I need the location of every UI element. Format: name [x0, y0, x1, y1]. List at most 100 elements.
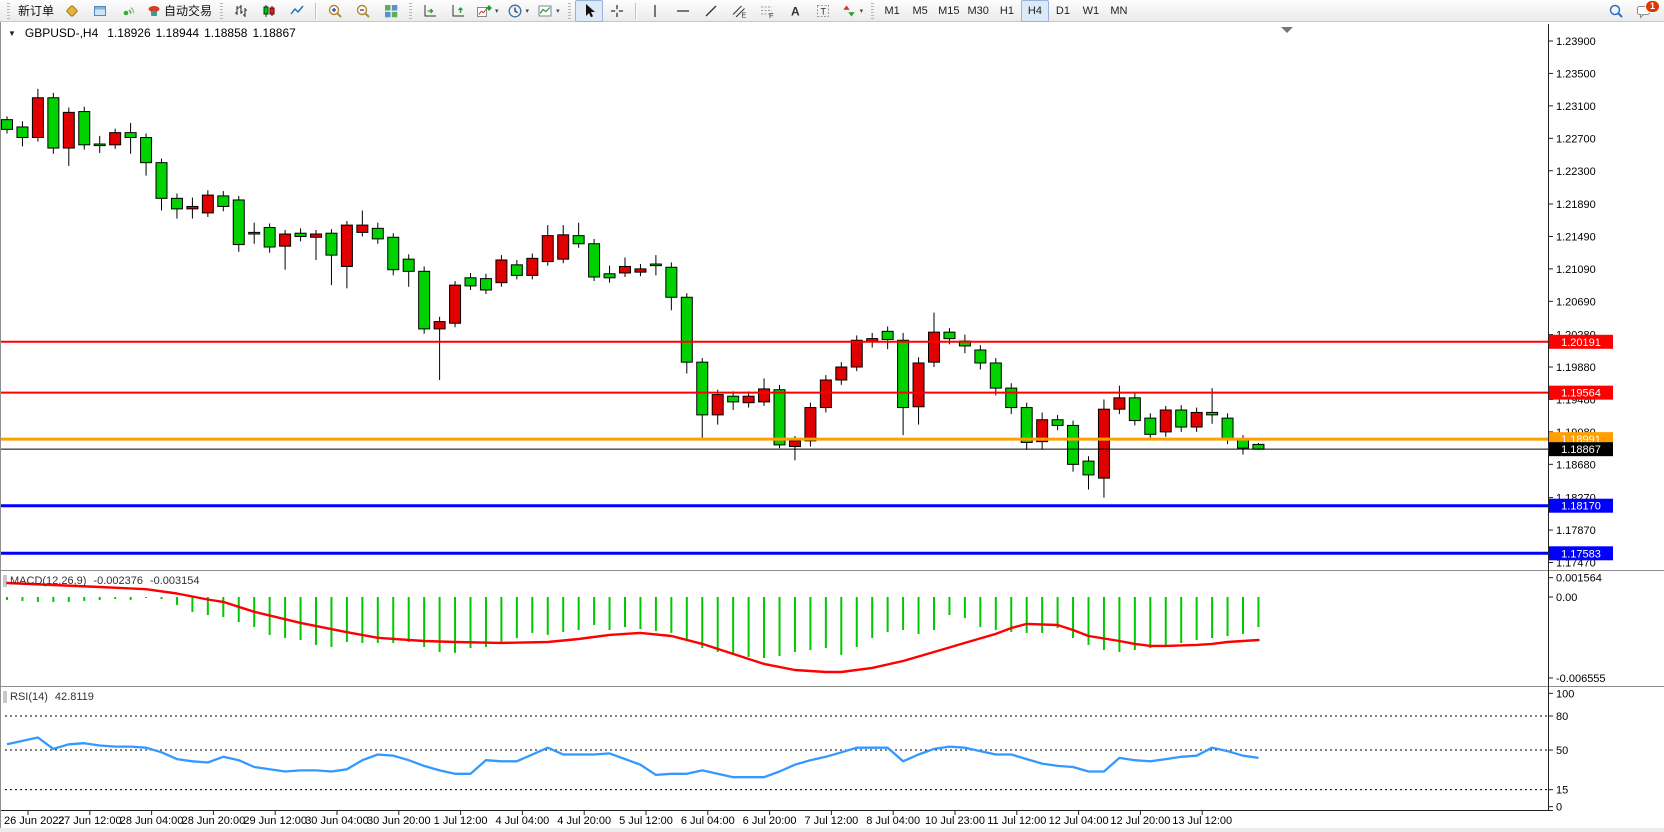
price-tick-label: 1.21090 [1556, 264, 1596, 276]
timeframe-H4-button[interactable]: H4 [1020, 0, 1049, 22]
candle-body [711, 394, 724, 416]
timeframe-label: W1 [1082, 4, 1100, 17]
tile-windows-button[interactable] [377, 0, 405, 22]
timeframe-M1-button[interactable]: M1 [878, 0, 906, 22]
rsi-tick-label: 15 [1556, 785, 1568, 797]
price-tick-label: 1.22300 [1556, 166, 1596, 178]
line-chart-button[interactable] [283, 0, 311, 22]
trendline-button[interactable] [697, 0, 725, 22]
candle-body [1097, 408, 1110, 479]
svg-text:F: F [769, 11, 774, 19]
hline-price-label: 1.18170 [1561, 501, 1601, 513]
text-button[interactable]: A [781, 0, 809, 22]
notifications-button[interactable]: 1 [1630, 0, 1660, 22]
price-tick-label: 1.20690 [1556, 296, 1596, 308]
time-tick-label: 27 Jun 12:00 [58, 815, 122, 827]
candle-body [186, 205, 199, 210]
add-indicator-icon [477, 5, 492, 17]
bar-chart-button[interactable] [227, 0, 255, 22]
time-tick-label: 11 Jul 12:00 [987, 815, 1046, 827]
text-a-icon: A [791, 4, 800, 18]
chevron-down-icon: ▾ [859, 7, 864, 15]
time-tick-label: 29 Jun 12:00 [243, 815, 307, 827]
timeframe-label: M15 [938, 4, 960, 17]
time-tick-label: 6 Jul 04:00 [681, 815, 735, 827]
candle-body [788, 440, 801, 447]
price-tick-label: 1.17470 [1556, 557, 1596, 569]
cursor-button[interactable] [574, 0, 603, 22]
time-tick-label: 28 Jun 20:00 [182, 815, 246, 827]
macd-tick-label: 0.00 [1556, 592, 1577, 604]
signals-button[interactable] [114, 0, 142, 22]
time-tick-label: 1 Jul 12:00 [434, 815, 488, 827]
horizontal-line-button[interactable] [669, 0, 697, 22]
candles-icon [263, 4, 275, 17]
autotrading-button[interactable]: 自动交易 [142, 0, 216, 22]
text-label-button[interactable]: T [809, 0, 837, 22]
vertical-line-button[interactable] [641, 0, 669, 22]
timeframe-label: M1 [884, 4, 900, 17]
timeframe-H1-button[interactable]: H1 [993, 0, 1021, 22]
time-tick-label: 13 Jul 12:00 [1172, 815, 1232, 827]
toolbar-separator [315, 2, 318, 19]
time-tick-label: 12 Jul 04:00 [1049, 815, 1109, 827]
candle-body [201, 194, 214, 214]
candle-body [433, 321, 446, 330]
toolbar: 新订单 自动交易 ▾ ▾ ▾ E F A T ▾ M1 M5 M15 M30 H1 H4 D1 W1 MN 1 [0, 0, 1664, 22]
candle-body [170, 197, 183, 210]
zoom-in-icon [328, 4, 342, 18]
template-icon [538, 5, 552, 16]
channel-button[interactable]: E [725, 0, 753, 22]
timeframe-M30-button[interactable]: M30 [964, 0, 993, 22]
candle-body [850, 339, 863, 368]
candle-body [1206, 411, 1219, 416]
arrows-button[interactable]: ▾ [837, 0, 868, 22]
rsi-tick-label: 50 [1556, 745, 1568, 757]
candle-body [263, 227, 276, 248]
cursor-icon [585, 3, 595, 17]
timeframe-M5-button[interactable]: M5 [906, 0, 934, 22]
templates-button[interactable]: ▾ [533, 0, 564, 22]
hline-price-box [1549, 546, 1613, 561]
candle-body [248, 231, 261, 235]
fibo-icon: F [760, 6, 774, 19]
collapse-ohlc-icon[interactable]: ▼ [8, 28, 16, 38]
candle-body [680, 296, 693, 363]
hline-price-label: 1.19564 [1561, 388, 1601, 400]
chart-profile-button[interactable] [58, 0, 86, 22]
candle-body [1, 119, 13, 130]
chart-shift-marker[interactable] [1281, 27, 1293, 33]
candle-body [1036, 419, 1049, 443]
market-window-button[interactable] [86, 0, 114, 22]
time-tick-label: 30 Jun 04:00 [305, 815, 369, 827]
indicators-button[interactable]: ▾ [472, 0, 503, 22]
crosshair-icon [610, 4, 623, 17]
candle-body [232, 199, 245, 246]
timeframe-W1-button[interactable]: W1 [1077, 0, 1105, 22]
crosshair-button[interactable] [603, 0, 631, 22]
chart-shift-button[interactable] [444, 0, 472, 22]
timeframe-label: H1 [999, 4, 1014, 17]
candle-body [464, 277, 477, 287]
zoom-in-button[interactable] [321, 0, 349, 22]
candle-body [1051, 419, 1064, 426]
candle-body [541, 235, 554, 263]
search-button[interactable] [1602, 0, 1630, 22]
shapes-icon [842, 5, 855, 16]
timeframe-M15-button[interactable]: M15 [934, 0, 963, 22]
auto-scroll-button[interactable] [416, 0, 444, 22]
rsi-line [6, 736, 1259, 779]
timeframe-MN-button[interactable]: MN [1105, 0, 1133, 22]
chevron-down-icon: ▾ [495, 7, 499, 15]
candle-body [402, 258, 415, 272]
candlestick-chart-button[interactable] [255, 0, 283, 22]
price-tick-label: 1.23500 [1556, 68, 1596, 80]
chart-canvas[interactable]: 1.23900 1.23500 1.23100 1.22700 1.22300 1.218… [1, 22, 1664, 828]
periods-button[interactable]: ▾ [503, 0, 534, 22]
fibonacci-button[interactable]: F [753, 0, 781, 22]
candle-body [912, 362, 925, 408]
zoom-out-button[interactable] [349, 0, 377, 22]
candle-body [1159, 409, 1172, 433]
timeframe-D1-button[interactable]: D1 [1049, 0, 1077, 22]
new-order-button[interactable]: 新订单 [14, 0, 58, 22]
